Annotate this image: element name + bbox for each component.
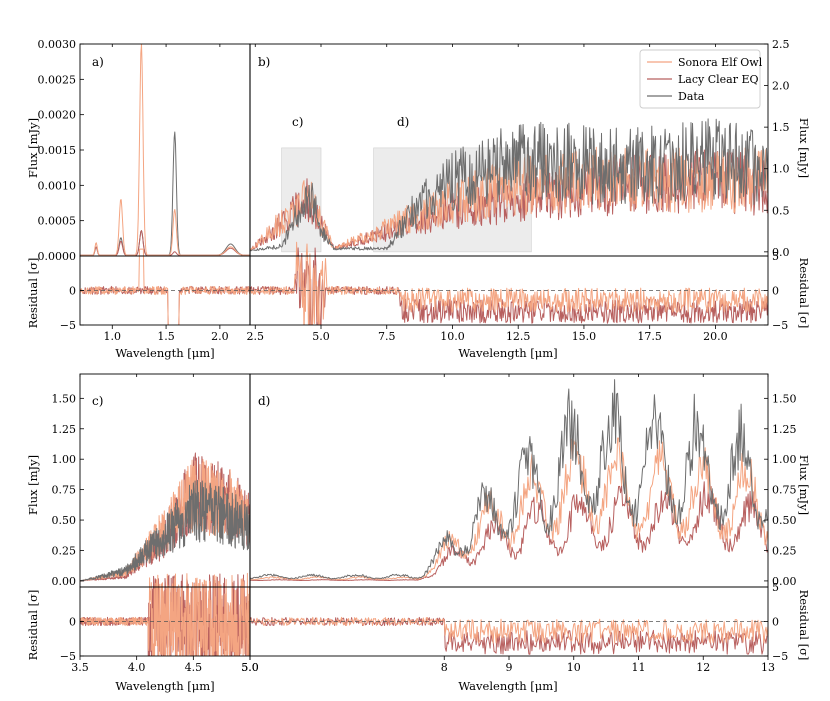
y-tick-label-b: 0.0 bbox=[772, 246, 790, 259]
y-tick-label-b: 2.0 bbox=[772, 80, 790, 93]
residual-y-tick-label-d: 5 bbox=[772, 581, 779, 594]
residual-y-tick-label-d: −5 bbox=[772, 650, 788, 663]
flux-line-data-d bbox=[250, 379, 768, 580]
residual-line-sonora-a bbox=[80, 248, 250, 325]
x-tick-label-c: 4.5 bbox=[185, 661, 203, 674]
x-tick-label-d: 13 bbox=[761, 661, 775, 674]
y-tick-label-d: 1.50 bbox=[772, 392, 797, 405]
y-tick-label-a: 0.0005 bbox=[38, 215, 77, 228]
bottom-left-wavelength-label: Wavelength [μm] bbox=[115, 679, 214, 693]
y-tick-label-d: 0.00 bbox=[772, 575, 797, 588]
flux-axes-a bbox=[79, 43, 251, 257]
y-tick-label-a: 0.0010 bbox=[38, 179, 77, 192]
x-tick-label-a: 2.0 bbox=[211, 330, 229, 343]
x-tick-label-c: 3.5 bbox=[71, 661, 89, 674]
top-right-wavelength-label: Wavelength [μm] bbox=[458, 346, 557, 360]
flux-axes-d bbox=[249, 373, 769, 588]
top-left-residual-label: Residual [σ] bbox=[26, 258, 40, 329]
y-tick-label-d: 0.25 bbox=[772, 544, 797, 557]
bottom-right-wavelength-label: Wavelength [μm] bbox=[458, 679, 557, 693]
x-tick-label-c: 5.0 bbox=[241, 661, 259, 674]
residual-y-tick-label-d: 0 bbox=[772, 616, 779, 629]
top-right-flux-label: Flux [mJy] bbox=[797, 118, 811, 178]
flux-line-data-b bbox=[250, 118, 768, 252]
panel-label-c: c) bbox=[92, 394, 103, 408]
x-tick-label-b: 10.0 bbox=[440, 330, 465, 343]
x-tick-label-b: 15.0 bbox=[572, 330, 597, 343]
x-tick-label-a: 1.5 bbox=[157, 330, 175, 343]
panel-label-d: d) bbox=[258, 394, 270, 408]
residual-y-tick-label-c: −5 bbox=[60, 650, 76, 663]
x-tick-label-a: 1.0 bbox=[104, 330, 122, 343]
y-tick-label-c: 1.25 bbox=[52, 423, 77, 436]
x-tick-label-d: 8 bbox=[441, 661, 448, 674]
flux-line-sonora-d bbox=[250, 437, 768, 581]
x-tick-label-b: 20.0 bbox=[703, 330, 728, 343]
residual-y-tick-label-c: 0 bbox=[69, 616, 76, 629]
x-tick-label-b: 12.5 bbox=[506, 330, 531, 343]
y-tick-label-c: 0.75 bbox=[52, 484, 77, 497]
region-label-d: d) bbox=[397, 115, 409, 129]
y-tick-label-a: 0.0030 bbox=[38, 38, 77, 51]
y-tick-label-b: 0.5 bbox=[772, 204, 790, 217]
y-tick-label-c: 0.25 bbox=[52, 544, 77, 557]
region-label-c: c) bbox=[292, 115, 303, 129]
flux-line-data-c bbox=[80, 479, 250, 582]
x-tick-label-b: 2.5 bbox=[247, 330, 265, 343]
flux-line-lacy-c bbox=[80, 452, 250, 582]
panel-label-a: a) bbox=[92, 55, 104, 69]
y-tick-label-c: 0.00 bbox=[52, 575, 77, 588]
x-tick-label-d: 11 bbox=[632, 661, 646, 674]
bottom-left-flux-label: Flux [mJy] bbox=[26, 455, 40, 515]
residual-y-tick-label-b: 5 bbox=[772, 250, 779, 263]
panel-label-b: b) bbox=[258, 55, 270, 69]
y-tick-label-a: 0.0020 bbox=[38, 109, 77, 122]
y-tick-label-b: 2.5 bbox=[772, 38, 790, 51]
x-tick-label-d: 10 bbox=[567, 661, 581, 674]
legend-label-data: Data bbox=[678, 90, 705, 103]
x-tick-label-b: 17.5 bbox=[637, 330, 662, 343]
residual-line-sonora-b bbox=[250, 241, 768, 325]
top-left-flux-label: Flux [mJy] bbox=[26, 118, 40, 178]
flux-line-sonora-a bbox=[80, 44, 250, 256]
residual-y-tick-label-a: 0 bbox=[69, 285, 76, 298]
flux-line-data-a bbox=[80, 131, 250, 256]
x-tick-label-d: 12 bbox=[696, 661, 710, 674]
residual-line-lacy-d bbox=[250, 616, 768, 655]
bottom-right-flux-label: Flux [mJy] bbox=[797, 455, 811, 515]
y-tick-label-d: 1.25 bbox=[772, 423, 797, 436]
y-tick-label-d: 1.00 bbox=[772, 453, 797, 466]
y-tick-label-c: 1.50 bbox=[52, 392, 77, 405]
y-tick-label-b: 1.5 bbox=[772, 121, 790, 134]
legend-label-sonora: Sonora Elf Owl bbox=[678, 56, 763, 69]
residual-y-tick-label-a: −5 bbox=[60, 319, 76, 332]
residual-y-tick-label-b: −5 bbox=[772, 319, 788, 332]
y-tick-label-a: 0.0025 bbox=[38, 73, 77, 86]
x-tick-label-d: 9 bbox=[506, 661, 513, 674]
x-tick-label-b: 7.5 bbox=[378, 330, 396, 343]
y-tick-label-b: 1.0 bbox=[772, 163, 790, 176]
residual-line-sonora-d bbox=[250, 616, 768, 644]
legend-label-lacy: Lacy Clear EQ bbox=[678, 73, 759, 86]
y-tick-label-a: 0.0000 bbox=[38, 250, 77, 263]
top-left-wavelength-label: Wavelength [μm] bbox=[115, 346, 214, 360]
residual-y-tick-label-b: 0 bbox=[772, 285, 779, 298]
x-tick-label-d: 5.0 bbox=[241, 661, 259, 674]
y-tick-label-c: 1.00 bbox=[52, 453, 77, 466]
x-tick-label-c: 4.0 bbox=[128, 661, 146, 674]
legend-box bbox=[639, 49, 761, 109]
x-tick-label-b: 5.0 bbox=[312, 330, 330, 343]
y-tick-label-d: 0.50 bbox=[772, 514, 797, 527]
y-tick-label-d: 0.75 bbox=[772, 484, 797, 497]
y-tick-label-c: 0.50 bbox=[52, 514, 77, 527]
bottom-right-residual-label: Residual [σ] bbox=[797, 590, 811, 661]
y-tick-label-a: 0.0015 bbox=[38, 144, 77, 157]
top-right-residual-label: Residual [σ] bbox=[797, 258, 811, 329]
bottom-left-residual-label: Residual [σ] bbox=[26, 590, 40, 661]
legend: Sonora Elf Owl Lacy Clear EQ Data bbox=[639, 49, 763, 109]
